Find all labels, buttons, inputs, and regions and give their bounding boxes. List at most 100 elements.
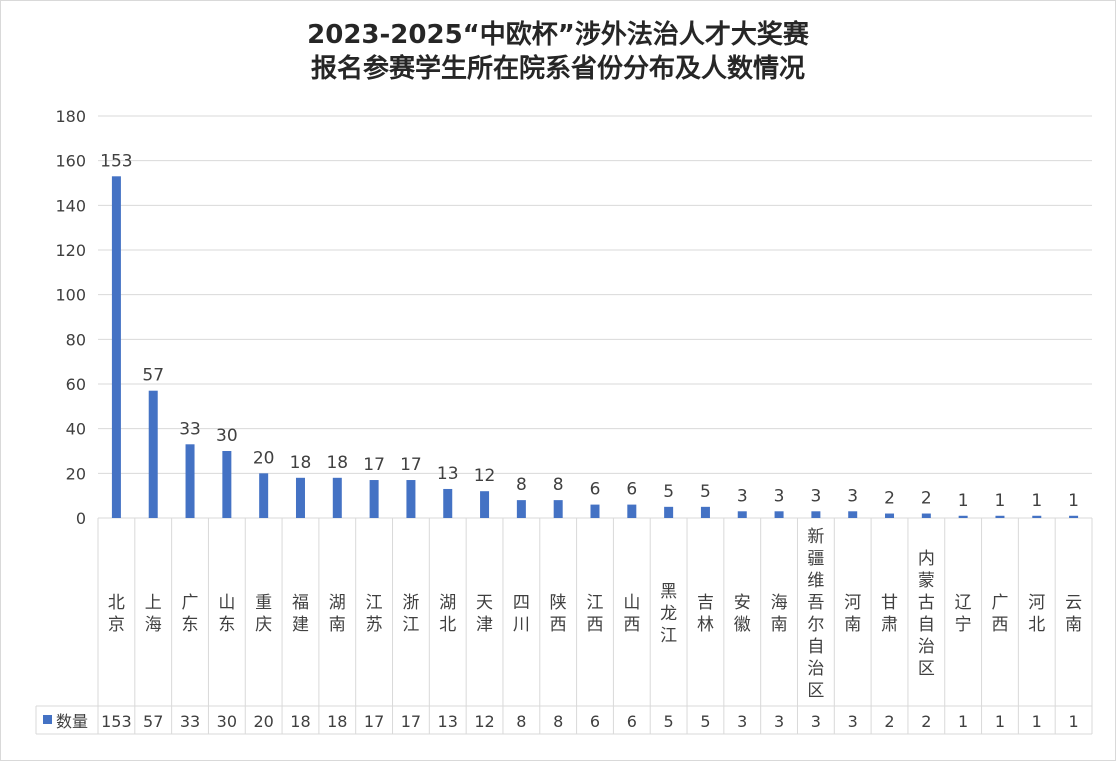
category-label: 江西 — [587, 593, 604, 635]
category-label: 重庆 — [255, 593, 272, 635]
table-value: 5 — [664, 712, 674, 731]
data-label: 1 — [1068, 491, 1079, 511]
table-value: 3 — [737, 712, 747, 731]
category-label: 内蒙古自治区 — [918, 549, 935, 679]
y-tick-label: 160 — [55, 152, 86, 171]
data-label: 3 — [737, 486, 748, 506]
table-value: 1 — [1032, 712, 1042, 731]
chart-title-block: 2023-2025“中欧杯”涉外法治人才大奖赛 报名参赛学生所在院系省份分布及人… — [0, 18, 1116, 86]
category-label: 上海 — [145, 593, 162, 635]
bar — [369, 480, 379, 518]
y-tick-label: 100 — [55, 286, 86, 305]
bar — [443, 488, 453, 518]
data-label: 2 — [921, 489, 932, 509]
data-label: 1 — [995, 491, 1006, 511]
data-label: 30 — [216, 426, 238, 446]
bars — [111, 176, 1079, 519]
bar — [774, 511, 784, 518]
bar — [148, 390, 158, 518]
category-label: 天津 — [476, 593, 493, 635]
bar — [885, 513, 895, 518]
category-label: 黑龙江 — [660, 582, 677, 646]
y-tick-label: 140 — [55, 196, 86, 215]
category-label: 北京 — [108, 593, 125, 635]
table-value: 3 — [774, 712, 784, 731]
category-label: 海南 — [771, 593, 788, 635]
bar — [664, 506, 674, 518]
data-label: 8 — [553, 475, 564, 495]
category-label: 浙江 — [402, 593, 419, 635]
table-value: 17 — [364, 712, 384, 731]
table-value: 1 — [1068, 712, 1078, 731]
y-tick-label: 20 — [66, 464, 86, 483]
data-label: 5 — [663, 482, 674, 502]
bar — [737, 511, 747, 518]
table-value: 13 — [438, 712, 458, 731]
category-label: 山东 — [218, 593, 235, 635]
bar — [406, 480, 416, 518]
bar — [590, 504, 600, 518]
category-label: 福建 — [292, 593, 309, 635]
table-value: 12 — [474, 712, 494, 731]
bar — [1069, 515, 1079, 518]
category-label: 湖南 — [329, 593, 346, 635]
data-label: 153 — [100, 151, 132, 171]
data-label: 3 — [810, 486, 821, 506]
bar — [700, 506, 710, 518]
bar — [921, 513, 931, 518]
data-label: 17 — [363, 455, 385, 475]
category-label: 山西 — [623, 593, 640, 635]
data-label: 3 — [847, 486, 858, 506]
bar — [332, 477, 342, 518]
data-label: 8 — [516, 475, 527, 495]
bar — [480, 491, 490, 518]
data-label: 1 — [958, 491, 969, 511]
chart-title: 2023-2025“中欧杯”涉外法治人才大奖赛 — [307, 20, 809, 50]
category-label: 云南 — [1065, 593, 1082, 635]
table-value: 8 — [516, 712, 526, 731]
data-label: 13 — [437, 464, 459, 484]
y-tick-label: 180 — [55, 107, 86, 126]
table-value: 6 — [590, 712, 600, 731]
y-tick-label: 80 — [66, 330, 86, 349]
bar — [222, 451, 232, 518]
data-label: 12 — [474, 466, 496, 486]
table-value: 57 — [143, 712, 163, 731]
category-label: 甘肃 — [881, 593, 898, 635]
data-label: 6 — [590, 480, 601, 500]
category-label: 新疆维吾尔自治区 — [807, 527, 824, 701]
table-value: 3 — [811, 712, 821, 731]
category-label: 广东 — [182, 593, 199, 635]
data-label: 57 — [142, 366, 164, 386]
y-tick-label: 0 — [76, 509, 86, 528]
category-label: 吉林 — [697, 593, 714, 635]
category-label: 陕西 — [550, 593, 567, 635]
data-label: 18 — [326, 453, 348, 473]
bar — [111, 176, 121, 519]
table-value: 2 — [921, 712, 931, 731]
bar — [185, 444, 195, 518]
bar — [958, 515, 968, 518]
table-value: 33 — [180, 712, 200, 731]
bar — [259, 473, 269, 518]
bar — [1032, 515, 1042, 518]
category-label: 广西 — [991, 593, 1008, 635]
data-table: 数量 153 57 33 30 20 18 18 17 17 13 12 8 8 6 6 5 5 3 3 3 3 2 2 1 1 1… — [35, 518, 1093, 735]
bar — [848, 511, 858, 518]
table-value: 5 — [700, 712, 710, 731]
category-label: 辽宁 — [955, 593, 972, 635]
bar — [811, 511, 821, 518]
table-value: 2 — [884, 712, 894, 731]
data-label: 20 — [253, 448, 275, 468]
bar — [995, 515, 1005, 518]
legend-label: 数量 — [56, 712, 88, 731]
data-label: 6 — [626, 480, 637, 500]
table-value: 18 — [327, 712, 347, 731]
legend-swatch — [43, 715, 52, 724]
y-tick-label: 60 — [66, 375, 86, 394]
table-value: 20 — [253, 712, 273, 731]
data-label: 33 — [179, 419, 201, 439]
data-label: 2 — [884, 489, 895, 509]
